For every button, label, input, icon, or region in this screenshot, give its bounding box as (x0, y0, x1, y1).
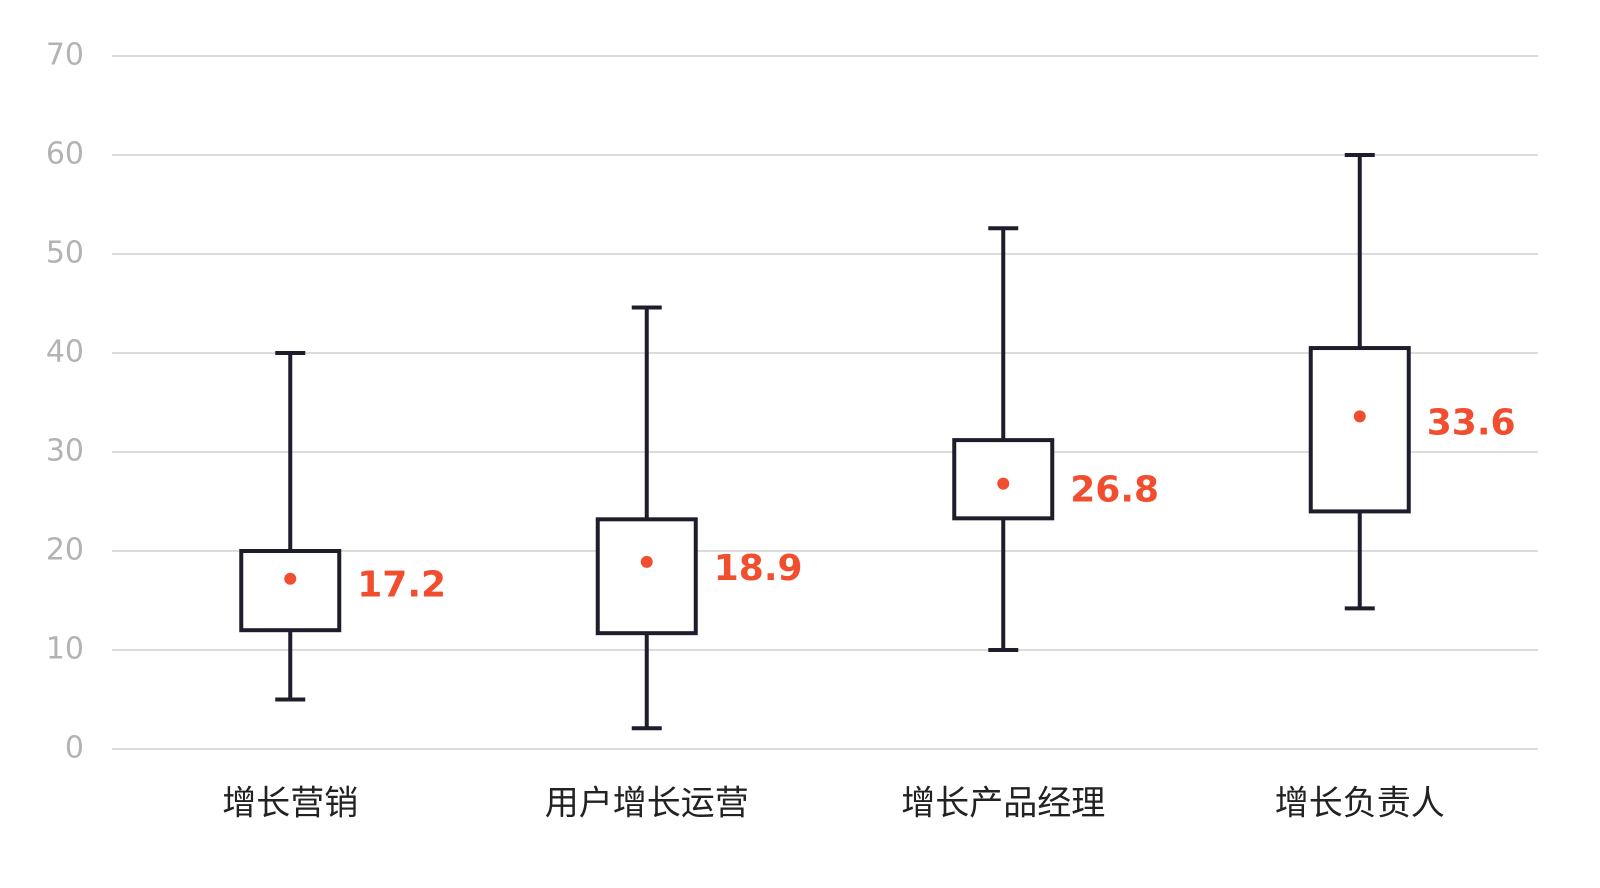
x-tick-label: 用户增长运营 (545, 784, 749, 824)
y-tick-label: 0 (65, 731, 84, 766)
mean-label: 33.6 (1427, 402, 1516, 443)
x-tick-label: 增长产品经理 (901, 784, 1105, 824)
box (239, 549, 342, 633)
mean-label: 26.8 (1070, 470, 1159, 511)
x-tick-label: 增长营销 (222, 784, 358, 824)
box (1308, 346, 1411, 514)
y-tick-label: 10 (46, 632, 84, 667)
y-tick-label: 70 (46, 38, 84, 73)
y-tick-label: 30 (46, 434, 84, 469)
mean-dot (284, 572, 297, 585)
y-tick-label: 60 (46, 137, 84, 172)
box (595, 517, 698, 636)
y-tick-label: 50 (46, 236, 84, 271)
mean-label: 18.9 (714, 548, 803, 589)
mean-label: 17.2 (357, 565, 446, 606)
mean-dot (640, 555, 653, 568)
x-tick-label: 增长负责人 (1275, 784, 1445, 824)
y-tick-label: 20 (46, 533, 84, 568)
y-tick-label: 40 (46, 335, 84, 370)
mean-dot (997, 477, 1010, 490)
mean-dot (1353, 410, 1366, 423)
